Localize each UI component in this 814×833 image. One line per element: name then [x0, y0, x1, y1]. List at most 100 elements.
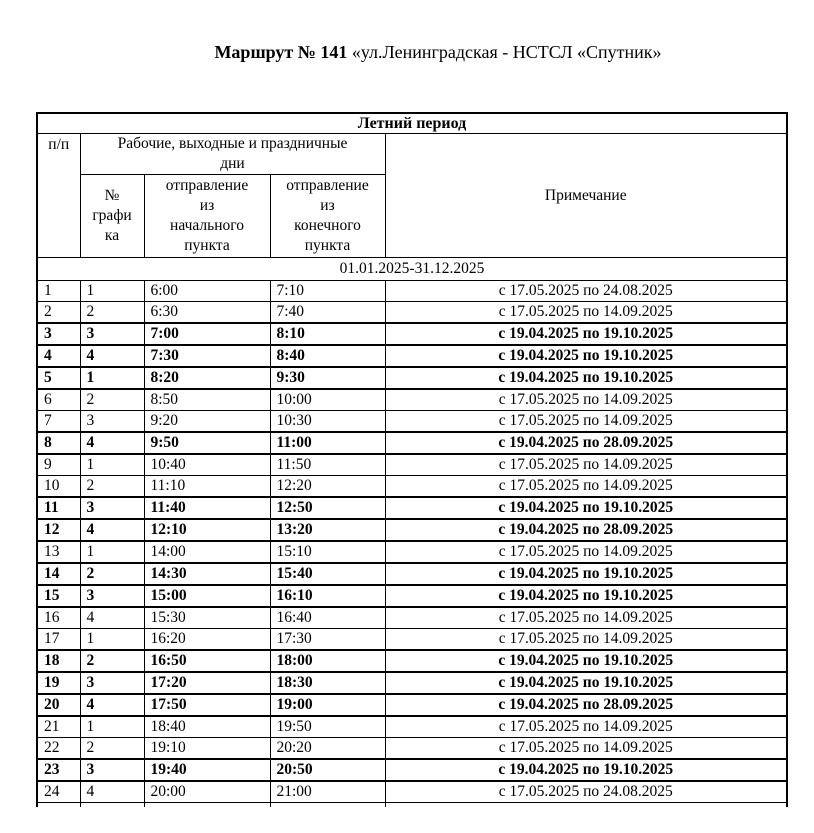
date-range-row: 01.01.2025-31.12.2025 — [35, 257, 789, 281]
dep-start-cell: 19:10 — [143, 737, 271, 760]
table-row: 11 3 11:40 12:50 с 19.04.2025 по 19.10.2025 — [36, 496, 789, 520]
dep-end-cell: 15:40 — [269, 562, 386, 586]
dep-start-cell: 8:20 — [143, 366, 271, 390]
graph-no-cell: 4 — [79, 780, 145, 803]
dep-end-cell: 21:00 — [269, 780, 386, 803]
note-cell: с 19.04.2025 по 19.10.2025 — [384, 562, 789, 586]
dep-end-cell: 7:10 — [269, 280, 386, 302]
table-row: 5 1 8:20 9:30 с 19.04.2025 по 19.10.2025 — [36, 366, 789, 390]
table-row: 24 4 20:00 21:00 с 17.05.2025 по 24.08.2025 — [36, 780, 789, 803]
pp-cell: 15 — [36, 584, 81, 608]
cutoff-cell — [384, 802, 789, 807]
dep-start-cell: 11:10 — [143, 475, 271, 498]
cutoff-row — [36, 802, 789, 807]
column-header-pp: п/п — [36, 133, 81, 258]
dep-end-cell: 7:40 — [269, 301, 386, 324]
dep-end-cell: 16:40 — [269, 606, 386, 629]
pp-cell: 17 — [36, 628, 81, 651]
dep-start-cell: 17:20 — [143, 671, 271, 695]
dep-end-cell: 8:40 — [269, 344, 386, 368]
dep-start-cell: 15:00 — [143, 584, 271, 608]
dep-start-cell: 11:40 — [143, 496, 271, 520]
table-row: 6 2 8:50 10:00 с 17.05.2025 по 14.09.2025 — [36, 388, 789, 411]
table-row: 13 1 14:00 15:10 с 17.05.2025 по 14.09.2025 — [36, 540, 789, 564]
pp-cell: 16 — [36, 606, 81, 629]
graph-no-cell: 4 — [79, 431, 145, 455]
dep-start-cell: 10:40 — [143, 453, 271, 476]
pp-cell: 6 — [36, 388, 81, 411]
pp-cell: 11 — [36, 496, 81, 520]
dep-start-cell: 9:20 — [143, 410, 271, 433]
dep-end-cell: 20:20 — [269, 737, 386, 760]
graph-no-cell: 4 — [79, 518, 145, 542]
graph-no-cell: 3 — [79, 322, 145, 346]
pp-cell: 2 — [36, 301, 81, 324]
graph-no-cell: 3 — [79, 584, 145, 608]
pp-cell: 21 — [36, 715, 81, 738]
table-row: 21 1 18:40 19:50 с 17.05.2025 по 14.09.2025 — [36, 715, 789, 738]
table-row: 23 3 19:40 20:50 с 19.04.2025 по 19.10.2025 — [36, 758, 789, 782]
note-cell: с 17.05.2025 по 24.08.2025 — [384, 780, 789, 803]
dep-end-cell: 15:10 — [269, 540, 386, 564]
dep-start-cell: 8:50 — [143, 388, 271, 411]
dep-end-cell: 8:10 — [269, 322, 386, 346]
dep-start-cell: 20:00 — [143, 780, 271, 803]
dep-end-cell: 12:50 — [269, 496, 386, 520]
dep-start-cell: 14:30 — [143, 562, 271, 586]
header-row-groups: п/п Рабочие, выходные и праздничные дни … — [36, 133, 789, 258]
graph-no-cell: 4 — [79, 344, 145, 368]
pp-cell: 10 — [36, 475, 81, 498]
table-row: 16 4 15:30 16:40 с 17.05.2025 по 14.09.2025 — [36, 606, 789, 629]
cutoff-cell — [143, 802, 271, 807]
pp-cell: 14 — [36, 562, 81, 586]
graph-no-cell: 1 — [79, 280, 145, 302]
table-row: 17 1 16:20 17:30 с 17.05.2025 по 14.09.2025 — [36, 628, 789, 651]
graph-no-cell: 3 — [79, 410, 145, 433]
note-cell: с 19.04.2025 по 19.10.2025 — [384, 366, 789, 390]
graph-no-cell: 1 — [79, 540, 145, 564]
column-header-schedule-no: № графи ка — [79, 174, 145, 258]
graph-no-cell: 1 — [79, 628, 145, 651]
note-cell: с 19.04.2025 по 19.10.2025 — [384, 496, 789, 520]
dep-start-cell: 15:30 — [143, 606, 271, 629]
note-cell: с 17.05.2025 по 14.09.2025 — [384, 410, 789, 433]
pp-cell: 23 — [36, 758, 81, 782]
page-title: Маршрут № 141 «ул.Ленинградская - НСТСЛ … — [0, 42, 814, 63]
dep-start-cell: 9:50 — [143, 431, 271, 455]
note-cell: с 17.05.2025 по 14.09.2025 — [384, 737, 789, 760]
pp-cell: 12 — [36, 518, 81, 542]
cutoff-cell — [36, 802, 81, 807]
table-row: 1 1 6:00 7:10 с 17.05.2025 по 24.08.2025 — [36, 280, 789, 302]
table-row: 2 2 6:30 7:40 с 17.05.2025 по 14.09.2025 — [36, 301, 789, 324]
note-cell: с 17.05.2025 по 24.08.2025 — [384, 280, 789, 302]
dep-start-cell: 18:40 — [143, 715, 271, 738]
dep-start-cell: 7:00 — [143, 322, 271, 346]
note-cell: с 17.05.2025 по 14.09.2025 — [384, 453, 789, 476]
note-cell: с 19.04.2025 по 19.10.2025 — [384, 671, 789, 695]
graph-no-cell: 1 — [79, 453, 145, 476]
pp-cell: 13 — [36, 540, 81, 564]
season-header-row: Летний период — [35, 112, 789, 134]
note-cell: с 19.04.2025 по 19.10.2025 — [384, 649, 789, 673]
pp-cell: 7 — [36, 410, 81, 433]
table-row: 8 4 9:50 11:00 с 19.04.2025 по 28.09.2025 — [36, 431, 789, 455]
header-row-sub: № графи ка отправление из начального пун… — [37, 174, 787, 258]
route-name: «ул.Ленинградская - НСТСЛ «Спутник» — [351, 42, 662, 62]
dep-end-cell: 13:20 — [269, 518, 386, 542]
graph-no-cell: 4 — [79, 606, 145, 629]
dep-end-cell: 12:20 — [269, 475, 386, 498]
schedule-table-wrapper: Летний период п/п Рабочие, выходные и пр… — [35, 112, 789, 807]
graph-no-cell: 3 — [79, 496, 145, 520]
graph-no-cell: 4 — [79, 693, 145, 717]
pp-cell: 20 — [36, 693, 81, 717]
table-row: 20 4 17:50 19:00 с 19.04.2025 по 28.09.2025 — [36, 693, 789, 717]
table-row: 15 3 15:00 16:10 с 19.04.2025 по 19.10.2025 — [36, 584, 789, 608]
dep-start-cell: 19:40 — [143, 758, 271, 782]
table-row: 19 3 17:20 18:30 с 19.04.2025 по 19.10.2025 — [36, 671, 789, 695]
season-header: Летний период — [35, 112, 789, 134]
dep-start-cell: 7:30 — [143, 344, 271, 368]
graph-no-cell: 1 — [79, 366, 145, 390]
dep-end-cell: 10:30 — [269, 410, 386, 433]
table-row: 3 3 7:00 8:10 с 19.04.2025 по 19.10.2025 — [36, 322, 789, 346]
